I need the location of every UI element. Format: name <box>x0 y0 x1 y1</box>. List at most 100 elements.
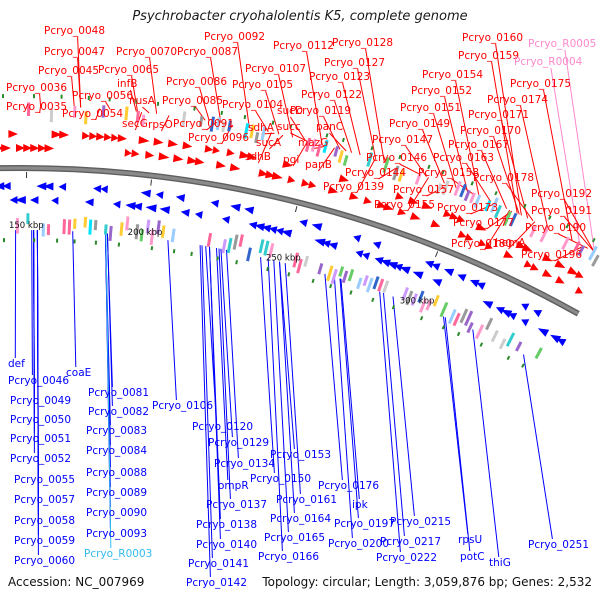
forward-gene-arrow <box>442 209 452 217</box>
reverse-gene-label: Pcryo_0141 <box>188 558 249 570</box>
category-block-outer <box>561 236 571 251</box>
leader-line <box>365 48 385 163</box>
tick-mark <box>434 251 439 258</box>
leader-line <box>160 115 170 132</box>
category-block-outer <box>260 126 267 141</box>
category-block-inner <box>515 341 523 352</box>
category-block-outer <box>342 154 349 167</box>
category-block-outer <box>322 139 329 154</box>
forward-gene-label: Pcryo_0107 <box>245 63 306 75</box>
reverse-gene-arrow <box>432 279 443 287</box>
forward-gene-arrow <box>484 241 493 250</box>
forward-gene-label: pgi <box>283 154 299 166</box>
category-block-outer <box>135 110 140 123</box>
category-block-inner <box>170 228 176 243</box>
reverse-gene-label: Pcryo_0120 <box>192 421 253 433</box>
inner-marker <box>391 304 396 310</box>
reverse-gene-label: Pcryo_0084 <box>86 445 147 457</box>
category-block-outer <box>453 180 462 197</box>
reverse-gene-label: thiG <box>489 557 511 569</box>
reverse-gene-label: Pcryo_0166 <box>258 551 319 563</box>
backbone-arc <box>0 166 580 316</box>
reverse-gene-label: Pcryo_0165 <box>264 532 325 544</box>
forward-gene-arrow <box>103 133 112 141</box>
forward-gene-label: Pcryo_0151 <box>400 102 461 114</box>
forward-gene-arrow <box>258 168 269 177</box>
reverse-gene-label: Pcryo_0060 <box>14 555 75 567</box>
leader-line <box>356 159 376 194</box>
reverse-gene-label: Pcryo_0137 <box>206 499 267 511</box>
reverse-gene-label: Pcryo_0088 <box>86 467 147 479</box>
reverse-gene-label: Pcryo_R0003 <box>84 548 152 560</box>
reverse-gene-arrow <box>533 310 543 318</box>
leader-line <box>199 245 211 578</box>
forward-gene-arrow <box>16 144 25 152</box>
reverse-gene-arrow <box>140 189 151 198</box>
forward-gene-label: Pcryo_0119 <box>290 105 351 117</box>
forward-gene-arrow <box>338 174 349 183</box>
leader-line <box>379 291 401 553</box>
reverse-gene-arrow <box>508 313 518 321</box>
leader-line <box>564 216 595 253</box>
reverse-gene-arrow <box>521 303 530 311</box>
forward-gene-arrow <box>574 270 584 278</box>
forward-gene-label: Pcryo_0036 <box>6 82 67 94</box>
reverse-gene-label: Pcryo_0200 <box>328 538 389 550</box>
reverse-gene-arrow <box>244 206 255 215</box>
inner-marker <box>2 238 6 243</box>
forward-gene-label: Pcryo_0191 <box>531 205 592 217</box>
leader-line <box>520 105 549 228</box>
inner-marker <box>266 266 270 272</box>
reverse-gene-arrow <box>476 282 486 290</box>
inner-marker <box>521 363 525 368</box>
forward-gene-arrow <box>567 266 579 276</box>
leader-line <box>216 247 229 481</box>
inner-marker <box>94 240 98 245</box>
leader-line <box>523 354 553 540</box>
reverse-gene-label: Pcryo_0059 <box>14 535 75 547</box>
leader-line <box>149 57 158 114</box>
leader-line <box>267 258 283 552</box>
category-block-inner <box>401 286 410 301</box>
forward-gene-arrow <box>477 238 487 247</box>
category-block-outer <box>254 132 260 144</box>
forward-gene-label: panC <box>316 121 343 133</box>
category-block-outer <box>227 120 233 132</box>
leader-line <box>284 263 301 495</box>
category-block-inner <box>238 234 244 247</box>
category-block-inner <box>268 242 275 259</box>
forward-gene-arrow <box>89 132 98 140</box>
leader-line <box>199 87 210 122</box>
leader-line <box>333 276 353 539</box>
forward-gene-label: Pcryo_0085 <box>162 95 223 107</box>
forward-gene-label: Pcryo_R0004 <box>514 56 583 68</box>
leader-line <box>470 203 496 215</box>
forward-gene-arrow <box>138 136 150 144</box>
category-block-outer <box>459 183 467 198</box>
reverse-gene-arrow <box>470 279 480 288</box>
category-block-outer <box>489 197 499 213</box>
forward-gene-label: hemA <box>495 237 526 249</box>
forward-gene-arrow <box>464 233 474 241</box>
forward-gene-label: Pcryo_0190 <box>525 222 586 234</box>
reverse-gene-label: Pcryo_0215 <box>390 516 451 528</box>
category-block-outer <box>435 183 443 195</box>
category-block-inner <box>330 268 338 285</box>
forward-gene-arrow <box>30 144 40 152</box>
reverse-gene-label: Pcryo_0050 <box>10 414 71 426</box>
leader-line <box>407 177 430 212</box>
leader-line <box>33 230 35 454</box>
inner-marker <box>506 355 511 361</box>
tick-mark <box>150 179 152 186</box>
reverse-gene-arrow <box>125 202 136 210</box>
forward-gene-label: Pcryo_0105 <box>232 79 293 91</box>
reverse-gene-arrow <box>281 229 293 238</box>
forward-gene-label: nusA <box>129 95 156 107</box>
forward-gene-label: Pcryo_0054 <box>62 108 123 120</box>
reverse-gene-label: Pcryo_0051 <box>10 433 71 445</box>
forward-gene-arrow <box>409 212 421 220</box>
leader-line <box>501 120 529 219</box>
leader-line <box>317 147 336 172</box>
forward-gene-label: Pcryo_0163 <box>433 152 494 164</box>
map-title: Psychrobacter cryohalolentis K5, complet… <box>132 9 467 24</box>
